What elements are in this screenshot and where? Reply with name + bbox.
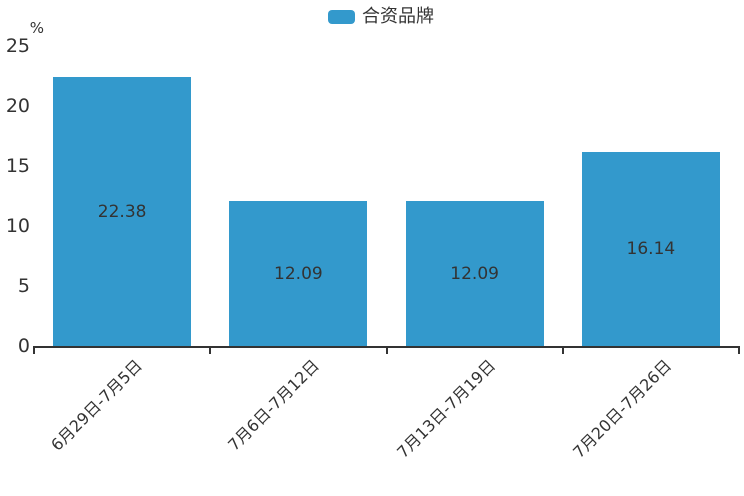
x-axis-tick — [561, 346, 564, 354]
bar[interactable] — [581, 152, 720, 346]
bar-value-label: 22.38 — [97, 201, 147, 222]
bar[interactable] — [53, 77, 192, 346]
legend-item[interactable]: 合资品牌 — [328, 8, 434, 26]
bar-value-label: 16.14 — [626, 239, 676, 259]
bar[interactable] — [405, 201, 544, 346]
x-axis-tick — [209, 346, 212, 354]
legend-swatch-icon — [328, 10, 355, 24]
x-axis-tick — [738, 346, 740, 354]
x-axis-tick — [33, 346, 35, 354]
y-axis-tick-label: 25 — [5, 35, 30, 57]
x-axis-label-text: 6月29日-7月5日 — [47, 355, 147, 455]
y-axis-tick-label: 5 — [17, 275, 30, 297]
x-axis-label-text: 7月13日-7月19日 — [392, 355, 499, 462]
x-axis-label-text: 7月20日-7月26日 — [569, 355, 676, 462]
x-axis-label-text: 7月6日-7月12日 — [223, 355, 323, 455]
legend-label: 合资品牌 — [362, 6, 434, 27]
bar-value-label: 12.09 — [450, 263, 499, 284]
y-axis-tick-label: 15 — [5, 155, 30, 177]
y-axis-unit-label: % — [29, 19, 44, 37]
x-axis-tick — [385, 346, 388, 354]
bar-value-label: 12.09 — [274, 263, 323, 284]
y-axis-tick-label: 0 — [17, 335, 30, 357]
y-axis-tick-label: 20 — [5, 95, 30, 117]
y-axis-tick-label: 10 — [5, 215, 30, 237]
bar[interactable] — [229, 201, 368, 346]
